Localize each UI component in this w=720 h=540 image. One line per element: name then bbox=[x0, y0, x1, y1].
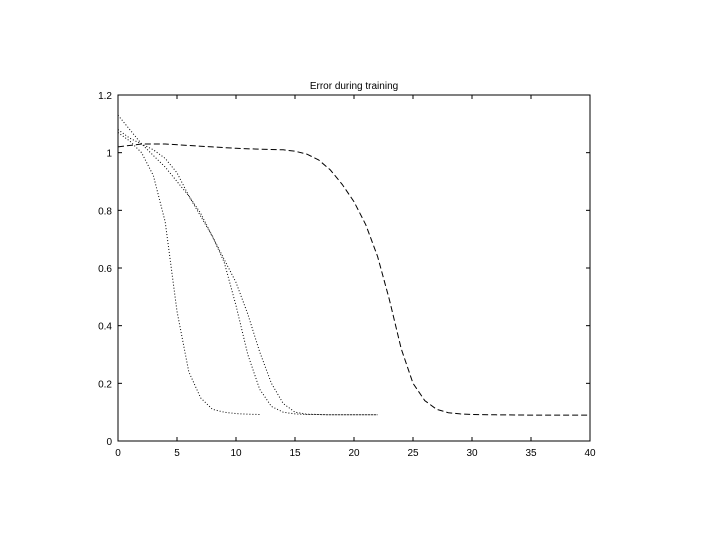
series-line-4 bbox=[117, 143, 590, 416]
x-tick-label: 15 bbox=[289, 448, 301, 459]
series-line-2 bbox=[117, 114, 378, 416]
series-line-1 bbox=[117, 132, 260, 415]
y-tick-label: 0 bbox=[106, 437, 112, 448]
x-tick-label: 20 bbox=[348, 448, 360, 459]
y-tick-label: 1.2 bbox=[98, 91, 112, 102]
axis-ticks bbox=[117, 94, 591, 442]
x-tick-labels: 0 5 10 15 20 25 30 35 40 bbox=[115, 448, 596, 459]
y-tick-label: 0.8 bbox=[98, 206, 112, 217]
x-tick-label: 5 bbox=[174, 448, 180, 459]
x-tick-label: 0 bbox=[115, 448, 121, 459]
y-tick-labels: 0 0.2 0.4 0.6 0.8 1 1.2 bbox=[98, 91, 112, 448]
x-tick-label: 40 bbox=[584, 448, 596, 459]
series-line-3 bbox=[117, 129, 378, 416]
x-tick-label: 25 bbox=[407, 448, 419, 459]
x-tick-label: 30 bbox=[466, 448, 478, 459]
y-tick-label: 0.2 bbox=[98, 379, 112, 390]
x-tick-label: 10 bbox=[230, 448, 242, 459]
series-lines bbox=[117, 114, 590, 416]
x-tick-label: 35 bbox=[525, 448, 537, 459]
y-tick-label: 0.4 bbox=[98, 322, 112, 333]
y-tick-label: 1 bbox=[106, 149, 112, 160]
y-tick-label: 0.6 bbox=[98, 264, 112, 275]
chart-title: Error during training bbox=[310, 81, 398, 92]
plot-frame bbox=[117, 94, 591, 442]
